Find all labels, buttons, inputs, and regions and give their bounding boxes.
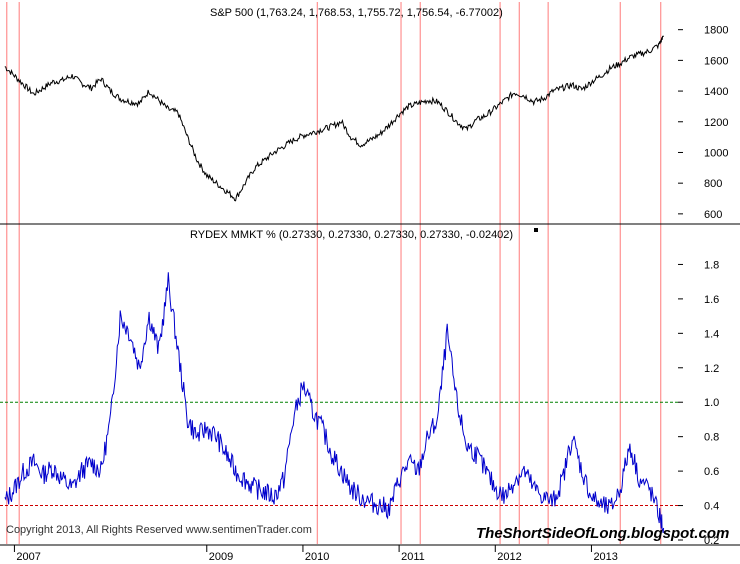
sp500-y-ticks: 1800 1600 1400 1200 1000 800 600: [678, 25, 728, 221]
rydex-y-tick-label: 1.8: [704, 259, 719, 271]
rydex-title: RYDEX MMKT % (0.27330, 0.27330, 0.27330,…: [190, 229, 513, 241]
sp500-title: S&P 500 (1,763.24, 1,768.53, 1,755.72, 1…: [210, 7, 503, 19]
reference-lines: [0, 401, 678, 507]
rydex-y-tick-label: 1.2: [704, 363, 719, 375]
rydex-y-tick-label: 0.6: [704, 466, 719, 478]
vertical-markers: [6, 2, 662, 544]
sp500-y-tick-label: 1400: [704, 86, 728, 98]
rydex-y-tick-label: 0.8: [704, 432, 719, 444]
x-tick-label: 2010: [305, 551, 329, 563]
rydex-y-ticks: 1.8 1.6 1.4 1.2 1.0 0.8 0.6 0.4 0.2: [678, 259, 719, 547]
rydex-y-tick-label: 1.4: [704, 328, 719, 340]
sp500-y-tick-label: 600: [704, 209, 722, 221]
x-tick-label: 2007: [16, 551, 40, 563]
x-tick-label: 2012: [497, 551, 521, 563]
rydex-y-tick-label: 1.6: [704, 294, 719, 306]
sp500-panel: S&P 500 (1,763.24, 1,768.53, 1,755.72, 1…: [4, 7, 728, 221]
copyright-text: Copyright 2013, All Rights Reserved www.…: [6, 524, 312, 536]
x-tick-label: 2013: [593, 551, 617, 563]
sp500-line: [4, 35, 665, 202]
x-axis: 2007 2009 2010 2011 2012 2013: [13, 545, 618, 563]
sp500-y-tick-label: 1600: [704, 55, 728, 67]
sp500-y-tick-label: 1800: [704, 25, 728, 37]
x-tick-label: 2009: [209, 551, 233, 563]
sp500-y-tick-label: 1000: [704, 147, 728, 159]
rydex-y-tick-label: 0.4: [704, 501, 719, 513]
watermark-text: TheShortSideOfLong.blogspot.com: [476, 525, 729, 542]
rydex-y-tick-label: 0.2: [704, 535, 719, 547]
x-tick-label: 2011: [401, 551, 425, 563]
rydex-panel: RYDEX MMKT % (0.27330, 0.27330, 0.27330,…: [4, 228, 719, 547]
rydex-y-tick-label: 1.0: [704, 397, 719, 409]
marker-dot: [534, 228, 538, 232]
sp500-y-tick-label: 800: [704, 178, 722, 190]
rydex-line: [4, 272, 665, 533]
sp500-y-tick-label: 1200: [704, 117, 728, 129]
